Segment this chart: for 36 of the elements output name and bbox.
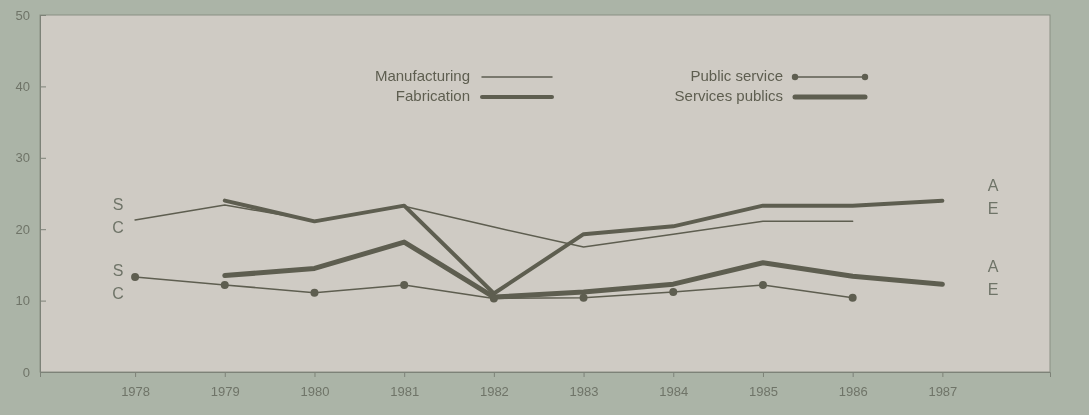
x-tick-label: 1982 — [479, 383, 509, 399]
legend-label: Manufacturing — [374, 67, 470, 84]
annotation: S — [112, 196, 124, 214]
y-tick-label: 10 — [15, 293, 30, 309]
point — [310, 288, 319, 297]
x-tick-label: 1979 — [210, 383, 240, 399]
point — [848, 293, 857, 302]
point — [131, 273, 140, 282]
point — [220, 280, 229, 289]
point — [579, 293, 588, 302]
x-tick-label: 1980 — [300, 383, 330, 399]
legend-label: Fabrication — [395, 87, 470, 104]
annotation: A — [987, 177, 999, 195]
x-tick-label: 1985 — [749, 383, 778, 399]
annotation: S — [112, 262, 124, 280]
legend-label: Services publics — [674, 87, 783, 104]
annotation: E — [987, 200, 999, 218]
point — [758, 280, 767, 289]
annotation: C — [112, 285, 124, 303]
y-tick-label: 20 — [15, 221, 30, 237]
y-tick-label: 50 — [15, 7, 30, 23]
x-tick-label: 1986 — [838, 383, 868, 399]
x-tick-label: 1983 — [569, 383, 599, 399]
x-tick-label: 1978 — [121, 383, 151, 399]
y-tick-label: 30 — [15, 150, 30, 166]
x-tick-label: 1981 — [390, 383, 420, 399]
y-tick-label: 40 — [15, 79, 30, 95]
x-tick-label: 1984 — [659, 383, 689, 399]
annotation: E — [987, 281, 999, 299]
x-tick-label: 1987 — [928, 383, 958, 399]
annotation: C — [112, 219, 124, 237]
annotation: A — [987, 258, 999, 276]
point — [669, 288, 678, 297]
legend-label: Public service — [690, 67, 783, 84]
point — [400, 280, 409, 289]
y-tick-label: 0 — [22, 364, 30, 380]
